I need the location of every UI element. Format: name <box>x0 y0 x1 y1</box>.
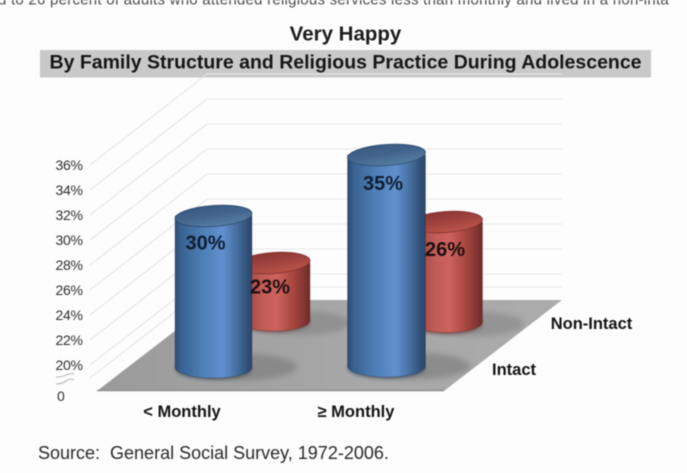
svg-text:23%: 23% <box>250 277 290 299</box>
svg-text:28%: 28% <box>56 257 83 273</box>
svg-text:d to 26 percent of adults who: d to 26 percent of adults who attended r… <box>0 0 669 9</box>
svg-text:By Family Structure and Religi: By Family Structure and Religious Practi… <box>49 52 641 74</box>
svg-text:≥ Monthly: ≥ Monthly <box>318 403 396 421</box>
svg-text:Non-Intact: Non-Intact <box>551 315 633 333</box>
svg-text:36%: 36% <box>56 157 83 173</box>
svg-text:24%: 24% <box>56 307 83 323</box>
svg-text:22%: 22% <box>56 332 83 348</box>
svg-text:0: 0 <box>57 388 65 404</box>
svg-text:30%: 30% <box>56 232 83 248</box>
svg-text:32%: 32% <box>56 207 83 223</box>
svg-text:Very Happy: Very Happy <box>290 23 402 46</box>
svg-text:35%: 35% <box>363 173 403 195</box>
svg-text:20%: 20% <box>56 357 83 373</box>
svg-text:Intact: Intact <box>492 361 537 379</box>
svg-text:< Monthly: < Monthly <box>143 403 221 421</box>
svg-text:26%: 26% <box>425 239 465 261</box>
svg-text:Source: General Social Survey: Source: General Social Survey, 1972-2006… <box>38 443 389 463</box>
svg-text:30%: 30% <box>185 233 225 255</box>
svg-text:26%: 26% <box>56 282 83 298</box>
svg-text:34%: 34% <box>56 182 83 198</box>
